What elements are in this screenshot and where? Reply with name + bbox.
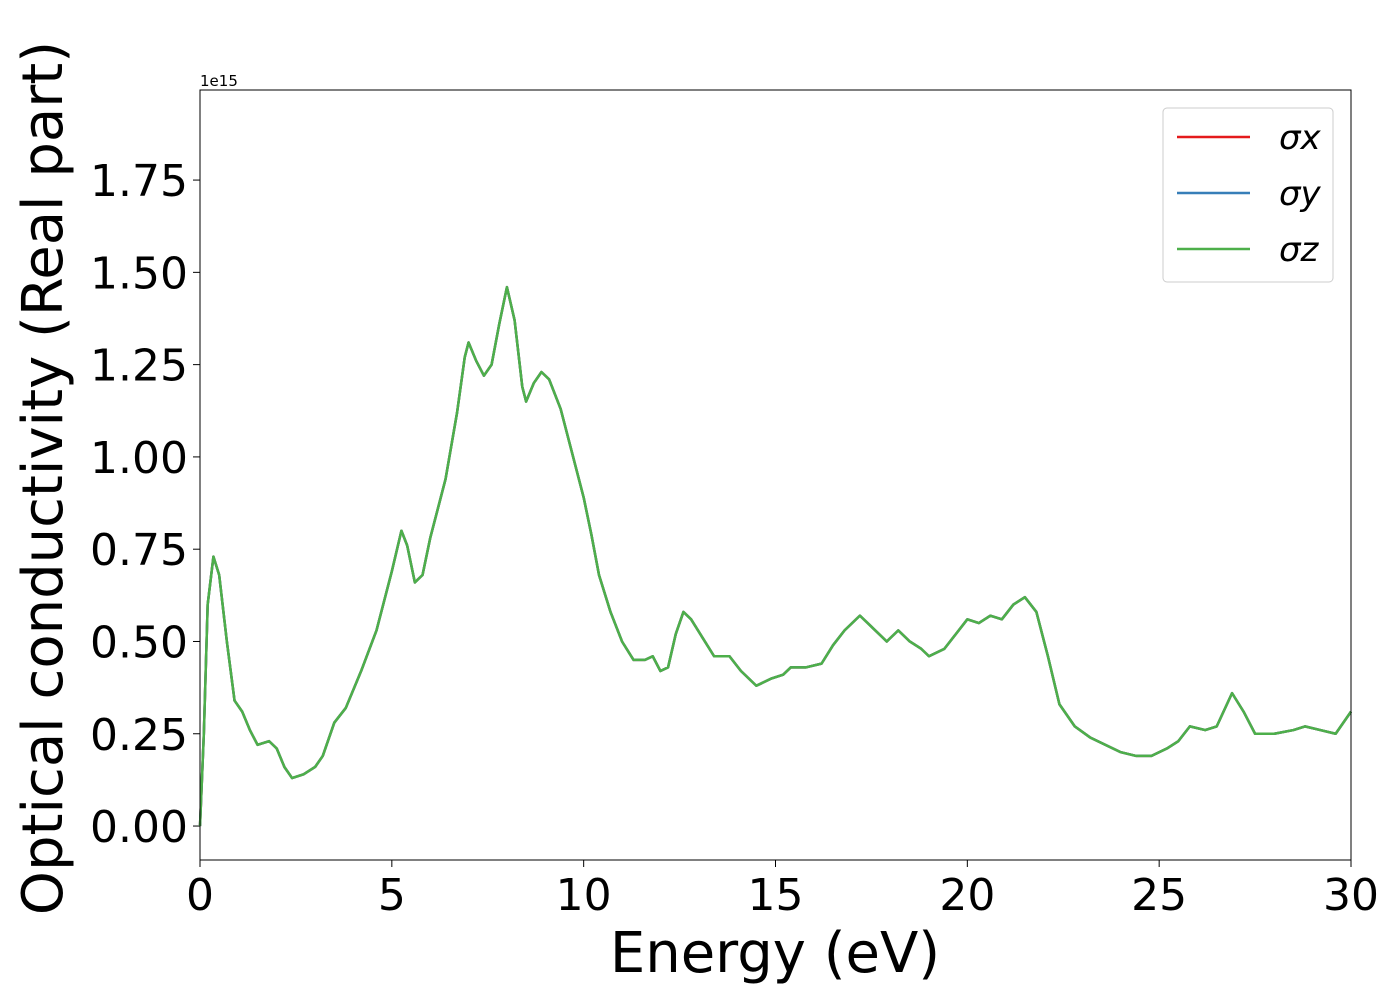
x-tick-label: 5 [378,870,406,921]
y-offset-text: 1e15 [200,72,238,90]
y-tick-label: 0.75 [90,525,188,576]
series-line [198,285,1353,827]
x-tick-label: 15 [748,870,804,921]
series-line [198,285,1353,827]
plot-frame [199,89,1352,861]
legend-label: σx [1279,118,1322,158]
x-tick-label: 30 [1323,870,1379,921]
y-tick-label: 0.00 [90,802,188,853]
y-tick-label: 1.00 [90,433,188,484]
x-tick-label: 10 [556,870,612,921]
legend-box [1162,107,1334,283]
y-tick-label: 0.25 [90,710,188,761]
y-tick-label: 1.75 [90,156,188,207]
x-tick-label: 20 [939,870,995,921]
x-tick-label: 0 [186,870,214,921]
series-line [198,285,1353,827]
x-axis-label: Energy (eV) [610,921,940,986]
y-tick-label: 1.25 [90,341,188,392]
y-tick-label: 1.50 [90,248,188,299]
y-tick-label: 0.50 [90,617,188,668]
y-axis-label: Optical conductivity (Real part) [11,41,76,915]
x-tick-label: 25 [1131,870,1187,921]
legend-label: σz [1279,230,1320,270]
legend-label: σy [1279,174,1322,214]
